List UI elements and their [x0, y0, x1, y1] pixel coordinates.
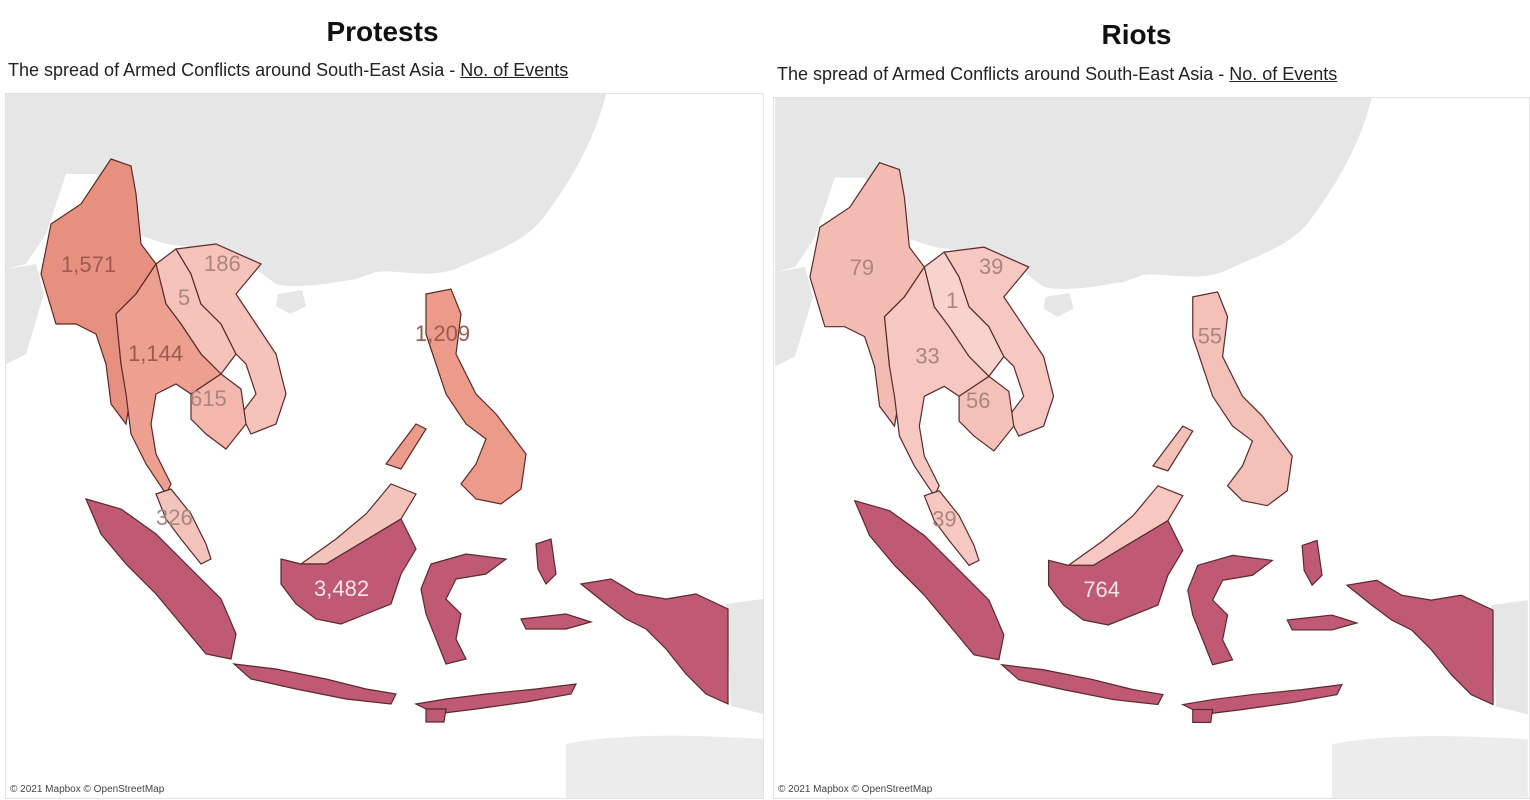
- indonesia-sumatra: [84, 498, 237, 660]
- region-thailand[interactable]: [115, 262, 222, 496]
- indonesia-sumatra: [853, 499, 1005, 661]
- panel-subtitle: The spread of Armed Conflicts around Sou…: [8, 60, 568, 81]
- protests-map[interactable]: 1,571 186 5 1,144 615 326 1,209 3,482 © …: [5, 93, 764, 799]
- indonesia-kalimantan: [280, 518, 417, 625]
- taiwan-land: [1212, 209, 1229, 248]
- australia-land: [1331, 736, 1528, 798]
- map-canvas: 1,571 186 5 1,144 615 326 1,209 3,482: [6, 94, 763, 798]
- region-indonesia[interactable]: [853, 499, 1494, 724]
- value-label-malaysia: 326: [156, 505, 193, 530]
- value-label-philippines: 1,209: [415, 321, 470, 346]
- region-cambodia[interactable]: [190, 373, 247, 450]
- taiwan-land: [446, 206, 462, 244]
- indonesia-lesser-sunda: [414, 683, 578, 715]
- value-label-vietnam: 39: [979, 254, 1003, 279]
- value-label-indonesia: 3,482: [314, 576, 369, 601]
- value-label-cambodia: 56: [966, 388, 990, 413]
- map-attribution[interactable]: © 2021 Mapbox © OpenStreetMap: [10, 784, 165, 795]
- value-label-thailand: 1,144: [128, 341, 183, 366]
- indonesia-papua: [579, 578, 729, 705]
- region-vietnam[interactable]: [943, 246, 1055, 437]
- hainan-land: [276, 290, 306, 314]
- west-land: [775, 267, 813, 367]
- subtitle-text: The spread of Armed Conflicts around Sou…: [8, 60, 461, 80]
- map-canvas: 79 39 1 33 56 39 55 764: [775, 98, 1528, 798]
- no-of-events-link[interactable]: No. of Events: [460, 60, 569, 80]
- value-label-malaysia: 39: [932, 507, 956, 532]
- panel-title: Riots: [1101, 19, 1172, 50]
- indonesia-maluku: [535, 538, 557, 585]
- region-indonesia[interactable]: [84, 498, 729, 723]
- region-myanmar[interactable]: [809, 161, 926, 428]
- riots-map[interactable]: 79 39 1 33 56 39 55 764 © 2021 Mapbox © …: [773, 97, 1530, 799]
- indonesia-seram: [520, 613, 594, 630]
- indonesia-lesser-sunda: [1180, 683, 1343, 716]
- panel-subtitle: The spread of Armed Conflicts around Sou…: [777, 64, 1337, 85]
- region-philippines[interactable]: [425, 288, 527, 505]
- value-label-myanmar: 79: [850, 255, 874, 280]
- region-myanmar[interactable]: [40, 158, 157, 426]
- region-philippines-palawan[interactable]: [1152, 425, 1194, 472]
- png-land: [1491, 600, 1528, 715]
- indonesia-java: [232, 663, 397, 705]
- value-label-cambodia: 615: [190, 386, 227, 411]
- indonesia-timor: [1192, 708, 1214, 724]
- region-philippines-palawan[interactable]: [385, 423, 427, 470]
- protests-panel: Protests The spread of Armed Conflicts a…: [5, 16, 764, 799]
- region-thailand[interactable]: [883, 265, 990, 497]
- value-label-philippines: 55: [1198, 324, 1222, 349]
- indonesia-maluku: [1301, 539, 1323, 587]
- indonesia-papua: [1345, 579, 1494, 706]
- subtitle-text: The spread of Armed Conflicts around Sou…: [777, 64, 1230, 84]
- value-label-vietnam: 186: [204, 251, 241, 276]
- indonesia-java: [1000, 663, 1164, 706]
- riots-panel: Riots The spread of Armed Conflicts arou…: [770, 0, 1530, 800]
- region-malaysia-peninsula[interactable]: [155, 488, 212, 565]
- indonesia-sulawesi: [420, 553, 508, 665]
- value-label-thailand: 33: [915, 343, 939, 368]
- australia-land: [566, 735, 763, 798]
- region-vietnam[interactable]: [175, 243, 287, 435]
- west-land: [6, 264, 44, 364]
- region-philippines[interactable]: [1192, 291, 1293, 507]
- no-of-events-link[interactable]: No. of Events: [1229, 64, 1338, 84]
- indonesia-kalimantan: [1047, 519, 1184, 626]
- value-label-myanmar: 1,571: [61, 252, 116, 277]
- map-attribution[interactable]: © 2021 Mapbox © OpenStreetMap: [778, 784, 933, 795]
- value-label-laos: 1: [946, 288, 958, 313]
- indonesia-timor: [425, 708, 447, 723]
- region-malaysia-peninsula[interactable]: [923, 490, 980, 567]
- indonesia-seram: [1286, 614, 1359, 631]
- indonesia-sulawesi: [1187, 554, 1274, 666]
- hainan-land: [1043, 292, 1074, 317]
- value-label-laos: 5: [178, 285, 190, 310]
- panel-title: Protests: [326, 16, 439, 47]
- png-land: [726, 599, 763, 714]
- value-label-indonesia: 764: [1083, 577, 1119, 602]
- region-cambodia[interactable]: [958, 375, 1015, 452]
